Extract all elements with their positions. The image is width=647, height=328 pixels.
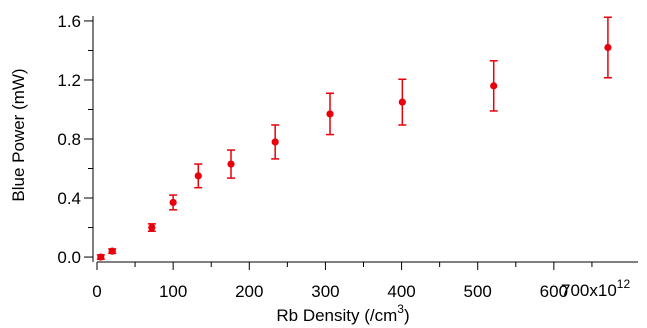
data-point (108, 247, 116, 255)
x-axis-title-end: ) (404, 306, 410, 325)
y-tick-label: 1.6 (57, 12, 81, 31)
data-point (326, 110, 334, 118)
y-tick-label: 0.4 (57, 189, 81, 208)
x-axis-scale-exponent: 12 (617, 277, 631, 291)
x-tick-label: 600 (540, 282, 568, 301)
x-axis-scale-base: 700x10 (561, 281, 617, 300)
data-point (227, 160, 235, 168)
y-tick-label: 1.2 (57, 71, 81, 90)
x-axis-title: Rb Density (/cm3) (276, 302, 409, 325)
data-point (604, 43, 612, 52)
x-tick-label: 400 (387, 282, 415, 301)
data-point (398, 98, 406, 106)
x-axis-title-main: Rb Density (/cm (276, 306, 397, 325)
x-tick-label: 500 (464, 282, 492, 301)
data-point (490, 82, 498, 90)
y-axis-title: Blue Power (mW) (9, 68, 28, 201)
data-point (169, 198, 177, 207)
plot-area: 0.0 0.4 0.8 1.2 1.6 0 100 200 300 400 500 600 (57, 12, 638, 301)
x-axis-title-superscript: 3 (397, 302, 404, 316)
data-point (194, 172, 202, 180)
data-point (148, 223, 156, 232)
data-point (271, 138, 279, 146)
x-tick-label: 300 (311, 282, 339, 301)
y-tick-label: 0.0 (57, 248, 81, 267)
x-axis-scale-label: 700x1012 (561, 277, 630, 300)
data-point (97, 253, 105, 261)
y-tick-label: 0.8 (57, 130, 81, 149)
x-tick-label: 0 (92, 282, 101, 301)
x-tick-label: 200 (235, 282, 263, 301)
x-tick-label: 100 (159, 282, 187, 301)
